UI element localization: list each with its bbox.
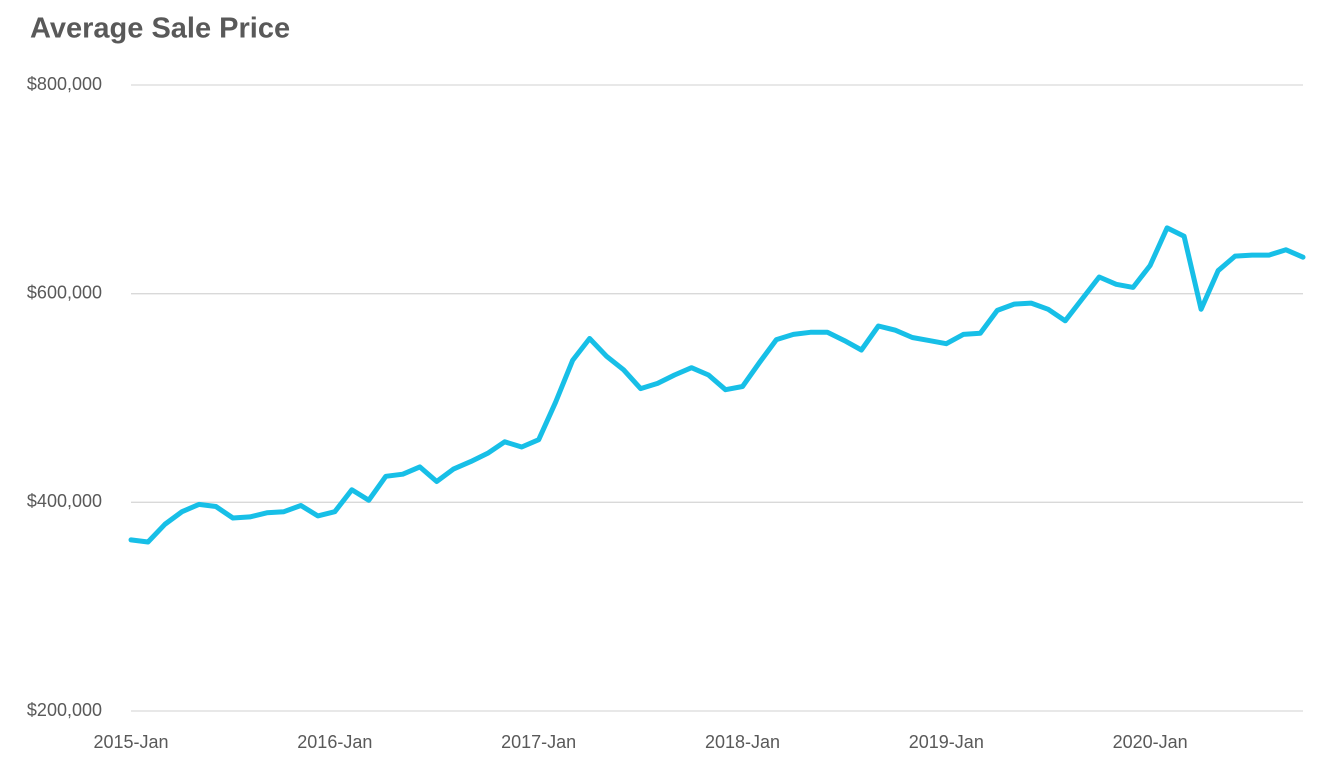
- x-tick-label: 2016-Jan: [297, 732, 372, 752]
- x-tick-label: 2018-Jan: [705, 732, 780, 752]
- x-tick-label: 2015-Jan: [93, 732, 168, 752]
- y-tick-label: $800,000: [27, 74, 102, 94]
- y-tick-label: $400,000: [27, 491, 102, 511]
- x-tick-label: 2017-Jan: [501, 732, 576, 752]
- chart-title: Average Sale Price: [30, 13, 290, 45]
- line-series: [128, 225, 1306, 545]
- x-tick-label: 2020-Jan: [1113, 732, 1188, 752]
- y-tick-label: $200,000: [27, 700, 102, 720]
- y-tick-label: $600,000: [27, 282, 102, 302]
- x-tick-label: 2019-Jan: [909, 732, 984, 752]
